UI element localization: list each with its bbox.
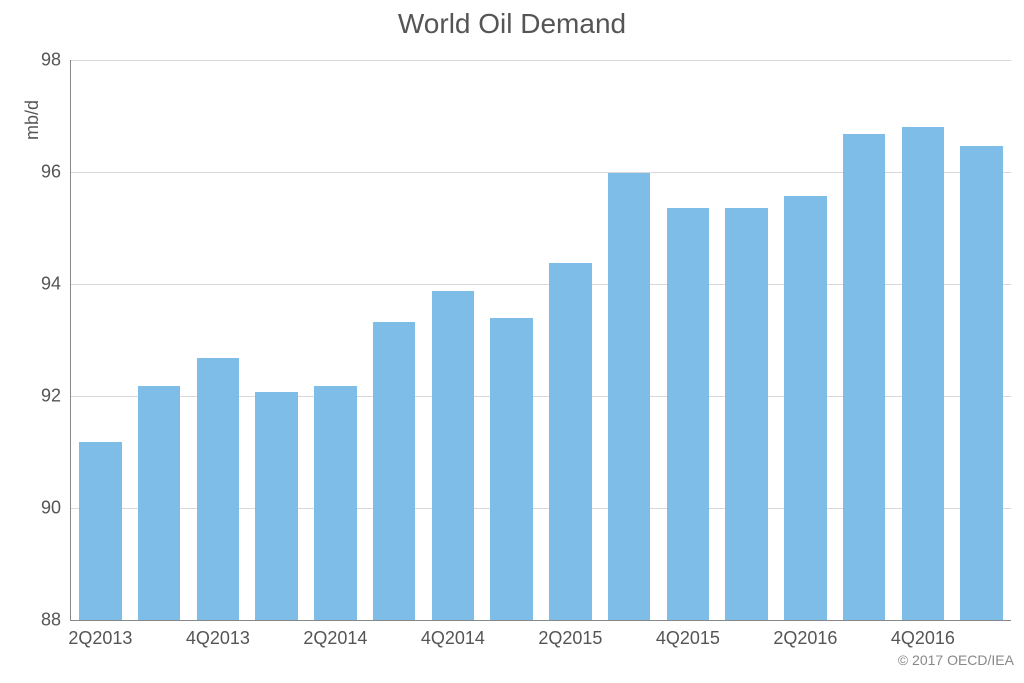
bar	[490, 318, 532, 620]
bar	[373, 322, 415, 620]
y-tick-label: 90	[41, 498, 71, 519]
x-tick-label: 2Q2016	[773, 620, 837, 649]
bar	[725, 208, 767, 620]
bar	[843, 134, 885, 620]
bar	[667, 208, 709, 620]
x-tick-label: 4Q2015	[656, 620, 720, 649]
x-tick-label: 4Q2013	[186, 620, 250, 649]
y-tick-label: 92	[41, 386, 71, 407]
bar	[784, 196, 826, 620]
chart-credit: © 2017 OECD/IEA	[898, 652, 1014, 668]
bar	[314, 386, 356, 620]
y-tick-label: 88	[41, 610, 71, 631]
y-tick-label: 94	[41, 274, 71, 295]
y-axis-label: mb/d	[22, 100, 43, 140]
oil-demand-chart: World Oil Demand mb/d 8890929496982Q2013…	[0, 0, 1024, 683]
bar	[902, 127, 944, 620]
bar	[608, 173, 650, 620]
bar	[549, 263, 591, 620]
bar	[138, 386, 180, 620]
x-tick-label: 4Q2016	[891, 620, 955, 649]
bar	[432, 291, 474, 620]
grid-line	[71, 60, 1011, 61]
chart-title: World Oil Demand	[0, 8, 1024, 40]
x-tick-label: 2Q2015	[538, 620, 602, 649]
bar	[197, 358, 239, 620]
x-tick-label: 2Q2013	[68, 620, 132, 649]
x-tick-label: 2Q2014	[303, 620, 367, 649]
x-tick-label: 4Q2014	[421, 620, 485, 649]
bar	[255, 392, 297, 620]
bar	[79, 442, 121, 620]
plot-area: 8890929496982Q20134Q20132Q20144Q20142Q20…	[70, 60, 1011, 621]
y-tick-label: 98	[41, 50, 71, 71]
y-tick-label: 96	[41, 162, 71, 183]
bar	[960, 146, 1002, 620]
